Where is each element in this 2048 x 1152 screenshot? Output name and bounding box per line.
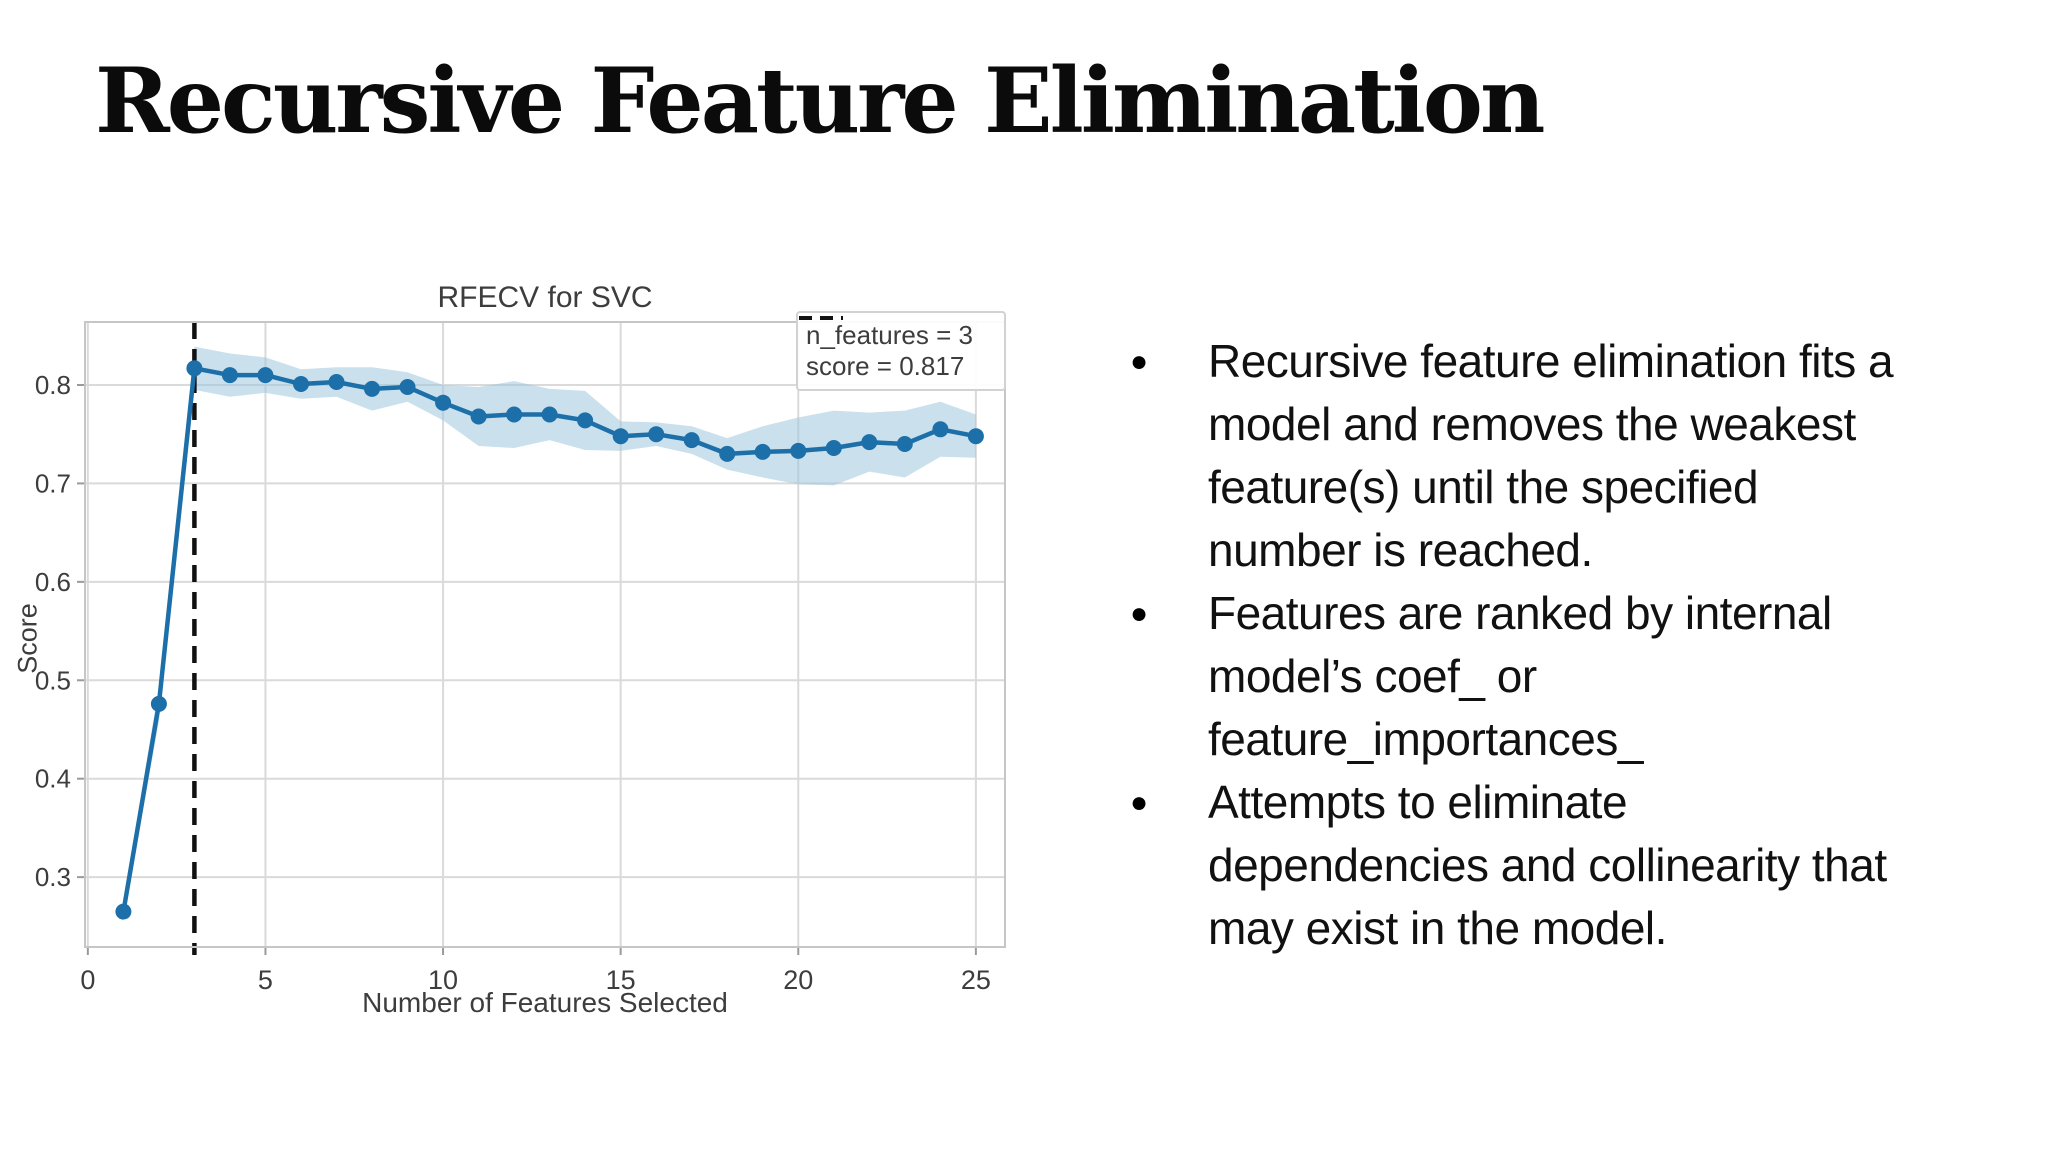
data-point-marker: [577, 412, 594, 429]
data-point-marker: [293, 376, 309, 392]
y-tick-label: 0.3: [35, 862, 71, 892]
list-item: ● Recursive feature elimination fits a m…: [1130, 330, 2030, 582]
data-point-marker: [861, 434, 878, 451]
bullet-icon: ●: [1130, 345, 1149, 378]
x-tick-label: 5: [258, 965, 273, 995]
y-tick-label: 0.4: [35, 764, 71, 794]
confidence-band: [123, 346, 976, 920]
data-point-marker: [825, 440, 842, 456]
x-tick-label: 0: [80, 965, 95, 995]
data-point-marker: [754, 443, 771, 460]
chart-legend: n_features = 3 score = 0.817: [796, 311, 1006, 391]
data-point-marker: [612, 428, 629, 445]
bullet-list: ● Recursive feature elimination fits a m…: [1130, 330, 2030, 960]
y-tick-label: 0.6: [35, 567, 71, 597]
list-item: ● Features are ranked by internal model’…: [1130, 582, 2030, 771]
data-point-marker: [790, 442, 807, 459]
data-point-marker: [470, 408, 487, 425]
y-tick-label: 0.5: [35, 665, 71, 695]
data-point-marker: [683, 432, 700, 449]
data-point-marker: [435, 394, 452, 411]
data-point-marker: [115, 903, 132, 920]
y-tick-label: 0.8: [35, 370, 71, 400]
data-point-marker: [328, 374, 345, 390]
bullet-text: Attempts to eliminate dependencies and c…: [1208, 776, 1887, 954]
data-point-marker: [541, 406, 558, 423]
chart-title: RFECV for SVC: [437, 281, 653, 314]
data-point-marker: [896, 436, 913, 452]
data-point-marker: [150, 695, 167, 712]
x-tick-label: 20: [783, 965, 813, 995]
data-point-marker: [506, 406, 523, 423]
x-tick-label: 15: [606, 965, 636, 995]
data-point-marker: [221, 367, 238, 384]
bullet-text: Recursive feature elimination fits a mod…: [1208, 335, 1894, 576]
bullet-icon: ●: [1130, 597, 1149, 630]
slide-title: Recursive Feature Elimination: [95, 48, 1545, 154]
y-tick-label: 0.7: [35, 468, 71, 498]
rfecv-figure: RFECV for SVC Score 0.3 0.4 0.5 0.6 0.7 0.8 0 5…: [10, 225, 1040, 1035]
data-point-marker: [186, 360, 203, 377]
data-point-marker: [932, 421, 949, 438]
x-tick-label: 25: [961, 965, 991, 995]
dashed-line-icon: [799, 316, 843, 320]
x-axis-label: Number of Features Selected: [362, 987, 728, 1018]
bullet-icon: ●: [1130, 786, 1149, 819]
data-point-marker: [399, 379, 416, 395]
data-point-marker: [967, 428, 984, 445]
legend-label: n_features = 3 score = 0.817: [806, 320, 973, 381]
plot-border: [84, 321, 1006, 948]
list-item: ● Attempts to eliminate dependencies and…: [1130, 771, 2030, 960]
x-tick-label: 10: [428, 965, 458, 995]
data-point-marker: [719, 445, 736, 462]
data-point-marker: [364, 380, 380, 397]
data-point-marker: [648, 426, 665, 443]
data-point-marker: [257, 367, 274, 384]
bullet-text: Features are ranked by internal model’s …: [1208, 587, 1832, 765]
